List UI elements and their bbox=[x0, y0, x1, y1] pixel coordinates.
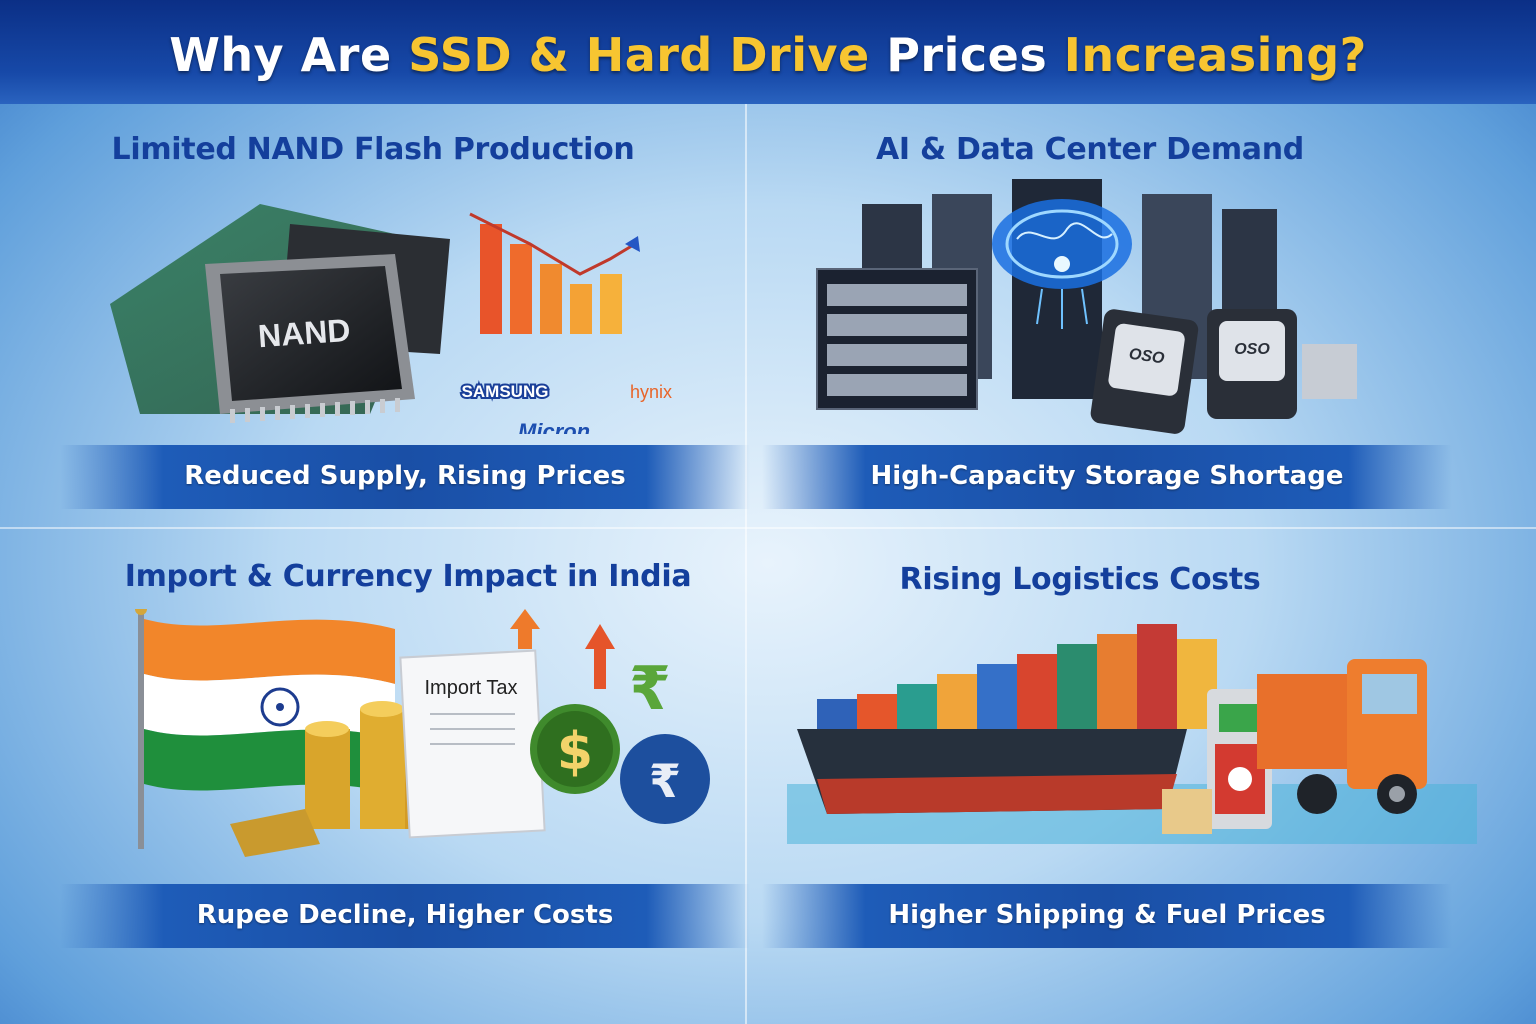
title-part2: Prices bbox=[869, 28, 1064, 82]
hard-drive-icon: OSO OSO bbox=[1090, 309, 1357, 434]
panel-nand: Limited NAND Flash Production NAND SAMSU… bbox=[0, 104, 750, 524]
horizontal-divider bbox=[0, 527, 1536, 529]
drive-label: OSO bbox=[1128, 346, 1166, 368]
panel-title: Rising Logistics Costs bbox=[899, 562, 1261, 597]
nand-chip-label: NAND bbox=[257, 312, 352, 354]
truck-icon bbox=[1257, 659, 1427, 814]
micron-logo: Micron bbox=[518, 419, 590, 434]
currency-coins-icon: $ ₹ ₹ bbox=[530, 624, 710, 824]
import-tax-label: Import Tax bbox=[425, 677, 518, 699]
server-rack-icon bbox=[816, 179, 1277, 410]
nand-chip-icon: NAND bbox=[205, 254, 415, 423]
import-tax-document-icon: Import Tax bbox=[399, 609, 546, 839]
ai-brain-icon bbox=[992, 199, 1132, 329]
india-flag-icon bbox=[135, 609, 395, 849]
panel-banner: Higher Shipping & Fuel Prices bbox=[762, 884, 1452, 948]
title-part1: Why Are bbox=[169, 28, 409, 82]
panel-logistics: Rising Logistics Costs bbox=[747, 529, 1493, 949]
rupee-symbol-coin: ₹ bbox=[649, 754, 681, 808]
rupee-symbol-green: ₹ bbox=[629, 654, 671, 724]
cargo-ship-icon bbox=[797, 624, 1217, 814]
title-highlight-increasing: Increasing? bbox=[1063, 28, 1367, 82]
nand-chip-illustration: NAND SAMSUNG hynix Micron bbox=[110, 204, 672, 434]
panel-banner: High-Capacity Storage Shortage bbox=[762, 445, 1452, 509]
title-highlight-ssd-hdd: SSD & Hard Drive bbox=[408, 28, 870, 82]
vertical-divider bbox=[745, 104, 747, 1024]
header-bar: Why Are SSD & Hard Drive Prices Increasi… bbox=[0, 0, 1536, 104]
rising-bar-chart-icon bbox=[469, 212, 640, 334]
dollar-symbol: $ bbox=[557, 722, 593, 782]
currency-illustration: Import Tax $ ₹ ₹ bbox=[135, 609, 710, 857]
page-title: Why Are SSD & Hard Drive Prices Increasi… bbox=[0, 0, 1536, 82]
logistics-illustration bbox=[787, 624, 1477, 844]
fuel-pump-icon bbox=[1162, 689, 1272, 834]
panel-banner: Rupee Decline, Higher Costs bbox=[60, 884, 750, 948]
panel-title: Import & Currency Impact in India bbox=[124, 559, 692, 594]
samsung-logo: SAMSUNG bbox=[462, 382, 549, 401]
panel-title: Limited NAND Flash Production bbox=[111, 132, 635, 167]
panel-import-currency: Import & Currency Impact in India Import… bbox=[0, 529, 750, 949]
hynix-logo: hynix bbox=[630, 382, 672, 402]
panel-banner: Reduced Supply, Rising Prices bbox=[60, 445, 750, 509]
panel-ai-datacenter: AI & Data Center Demand OSO bbox=[747, 104, 1493, 524]
drive-label-2: OSO bbox=[1234, 341, 1270, 358]
datacenter-illustration: OSO OSO bbox=[816, 179, 1357, 434]
panel-title: AI & Data Center Demand bbox=[876, 132, 1304, 167]
